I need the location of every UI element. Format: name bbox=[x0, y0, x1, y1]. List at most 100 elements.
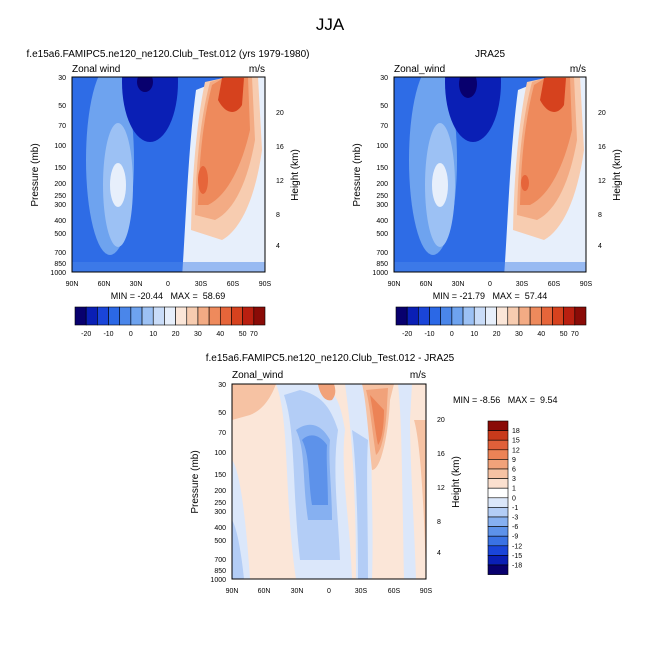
y-tick-label: 100 bbox=[214, 450, 226, 457]
colorbar-swatch bbox=[231, 306, 243, 326]
height-tick-label: 16 bbox=[437, 451, 445, 458]
colorbar-swatch bbox=[186, 306, 199, 326]
x-tick-label: 30N bbox=[130, 281, 143, 288]
colorbar-swatch bbox=[487, 516, 509, 527]
contour-region bbox=[414, 420, 426, 579]
colorbar-swatch bbox=[253, 306, 266, 326]
y-tick-label: 700 bbox=[54, 250, 66, 257]
y-tick-label: 100 bbox=[376, 143, 388, 150]
contour-region bbox=[432, 163, 448, 207]
field-label: Zonal wind bbox=[72, 64, 120, 75]
contour-region bbox=[110, 163, 126, 207]
contour-region bbox=[72, 262, 265, 272]
colorbar-label: 0 bbox=[450, 331, 454, 338]
x-tick-label: 90S bbox=[580, 281, 593, 288]
y-tick-label: 700 bbox=[214, 557, 226, 564]
x-tick-label: 60S bbox=[388, 588, 401, 595]
units-label: m/s bbox=[570, 64, 586, 75]
colorbar-label: 30 bbox=[194, 331, 202, 338]
y-tick-label: 50 bbox=[58, 103, 66, 110]
colorbar-swatch bbox=[563, 306, 576, 326]
colorbar-swatch bbox=[85, 306, 98, 326]
y-axis-left: 30 50 70 100 150 200 250 300 400 500 700… bbox=[210, 382, 226, 584]
y-tick-label: 500 bbox=[54, 231, 66, 238]
colorbar-swatch bbox=[429, 306, 442, 326]
colorbar-label: 3 bbox=[512, 476, 516, 483]
x-tick-label: 90S bbox=[420, 588, 433, 595]
plot-frame bbox=[393, 76, 587, 273]
panel-model: f.e15a6.FAMIPC5.ne120_ne120.Club_Test.01… bbox=[27, 49, 310, 301]
x-tick-label: 90N bbox=[66, 281, 79, 288]
x-tick-label: 30S bbox=[195, 281, 208, 288]
colorbar-swatch bbox=[487, 564, 509, 575]
contour-region bbox=[394, 262, 586, 272]
x-tick-label: 30N bbox=[291, 588, 304, 595]
y-tick-label: 30 bbox=[58, 75, 66, 82]
colorbar-difference: 18 15 12 9 6 3 1 0 -1 -3 -6 -9 -12 -15 -18 bbox=[487, 420, 522, 575]
colorbar-label: 0 bbox=[512, 495, 516, 502]
y-tick-label: 700 bbox=[376, 250, 388, 257]
colorbar-swatch bbox=[485, 306, 497, 326]
y-tick-label: 70 bbox=[58, 123, 66, 130]
colorbar-swatch bbox=[574, 306, 587, 326]
contour-region bbox=[232, 520, 244, 579]
colorbar-label: 40 bbox=[537, 331, 545, 338]
y-tick-label: 1000 bbox=[210, 577, 226, 584]
contour-region bbox=[445, 77, 501, 142]
colorbar-swatch bbox=[141, 306, 154, 326]
contour-region bbox=[398, 384, 416, 579]
colorbar-label: -10 bbox=[103, 331, 113, 338]
stats-label: MIN = -20.44 MAX = 58.69 bbox=[111, 291, 226, 301]
y-tick-label: 30 bbox=[218, 382, 226, 389]
panel-title: JRA25 bbox=[475, 49, 505, 60]
colorbar-swatch bbox=[395, 306, 408, 326]
colorbar-label: -20 bbox=[402, 331, 412, 338]
y-tick-label: 400 bbox=[376, 218, 388, 225]
y-tick-label: 200 bbox=[214, 488, 226, 495]
colorbar-swatch bbox=[487, 487, 509, 499]
colorbar-swatch bbox=[507, 306, 520, 326]
colorbar-label: -15 bbox=[512, 553, 522, 560]
y-axis-right: 20 16 12 8 4 bbox=[276, 110, 284, 250]
colorbar-swatch bbox=[487, 439, 509, 451]
colorbar-label: -18 bbox=[512, 563, 522, 570]
height-tick-label: 8 bbox=[276, 212, 280, 219]
colorbar-label: -6 bbox=[512, 524, 518, 531]
colorbar-swatch bbox=[540, 306, 553, 326]
x-tick-label: 60S bbox=[548, 281, 561, 288]
y-axis-title: Pressure (mb) bbox=[30, 143, 41, 206]
x-tick-label: 60N bbox=[420, 281, 433, 288]
y-tick-label: 1000 bbox=[372, 270, 388, 277]
colorbar-label: 6 bbox=[512, 467, 516, 474]
colorbar-label: 10 bbox=[470, 331, 478, 338]
contour-region bbox=[137, 77, 153, 92]
colorbar-wind-right: -20 -10 0 10 20 30 40 50 70 bbox=[395, 306, 587, 338]
y-tick-label: 70 bbox=[218, 430, 226, 437]
stats-label: MIN = -8.56 MAX = 9.54 bbox=[453, 395, 558, 405]
y-tick-label: 850 bbox=[54, 261, 66, 268]
colorbar-swatch bbox=[529, 306, 542, 326]
y-tick-label: 250 bbox=[376, 193, 388, 200]
colorbar-label: 40 bbox=[216, 331, 224, 338]
colorbar-label: -3 bbox=[512, 515, 518, 522]
colorbar-label: 20 bbox=[493, 331, 501, 338]
plot-area bbox=[232, 384, 426, 579]
contour-region bbox=[318, 384, 336, 401]
y-tick-label: 150 bbox=[54, 165, 66, 172]
colorbar-label: 9 bbox=[512, 457, 516, 464]
colorbar-swatch bbox=[451, 306, 464, 326]
contour-region bbox=[521, 175, 529, 191]
colorbar-label: -10 bbox=[424, 331, 434, 338]
colorbar-swatch bbox=[175, 306, 188, 326]
colorbar-swatch bbox=[487, 555, 509, 566]
colorbar-swatch bbox=[473, 306, 486, 326]
y-tick-label: 1000 bbox=[50, 270, 66, 277]
contour-region bbox=[198, 166, 208, 194]
y-tick-label: 250 bbox=[214, 500, 226, 507]
colorbar-swatch bbox=[130, 306, 143, 326]
colorbar-swatch bbox=[197, 306, 210, 326]
x-tick-label: 30N bbox=[452, 281, 465, 288]
colorbar-swatch bbox=[487, 459, 509, 470]
stats-label: MIN = -21.79 MAX = 57.44 bbox=[433, 291, 548, 301]
y-axis-left: 30 50 70 100 150 200 250 300 400 500 700… bbox=[50, 75, 66, 277]
